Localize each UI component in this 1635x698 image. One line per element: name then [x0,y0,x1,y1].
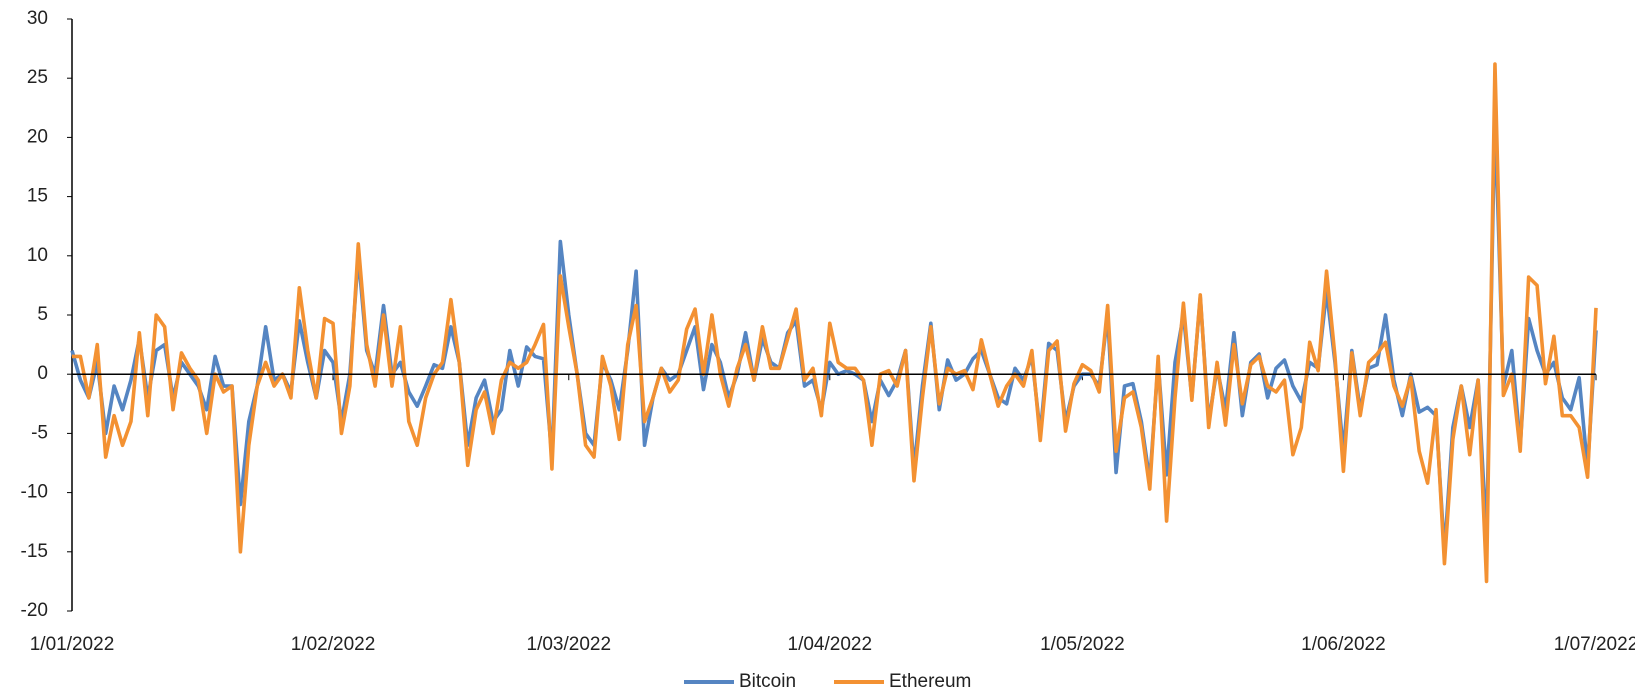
x-tick-label: 1/02/2022 [291,634,376,655]
y-tick-label: 20 [27,126,48,147]
x-tick-label: 1/03/2022 [527,634,612,655]
y-tick-label: 0 [37,363,48,384]
y-tick-label: 25 [27,67,48,88]
y-tick-label: 5 [37,304,48,325]
x-tick-label: 1/07/2022 [1554,634,1635,655]
legend-label: Ethereum [889,671,971,692]
y-tick-label: -15 [21,541,48,562]
x-tick-label: 1/01/2022 [30,634,115,655]
x-tick-label: 1/06/2022 [1301,634,1386,655]
x-tick-label: 1/05/2022 [1040,634,1125,655]
y-tick-label: 15 [27,186,48,207]
y-tick-label: -5 [31,422,48,443]
y-tick-label: 30 [27,8,48,29]
y-tick-label: -20 [21,600,48,621]
y-tick-label: 10 [27,245,48,266]
series-line [72,62,1598,584]
series-line [70,111,1598,554]
x-tick-label: 1/04/2022 [788,634,873,655]
y-tick-label: -10 [21,482,48,503]
legend-label: Bitcoin [739,671,796,692]
